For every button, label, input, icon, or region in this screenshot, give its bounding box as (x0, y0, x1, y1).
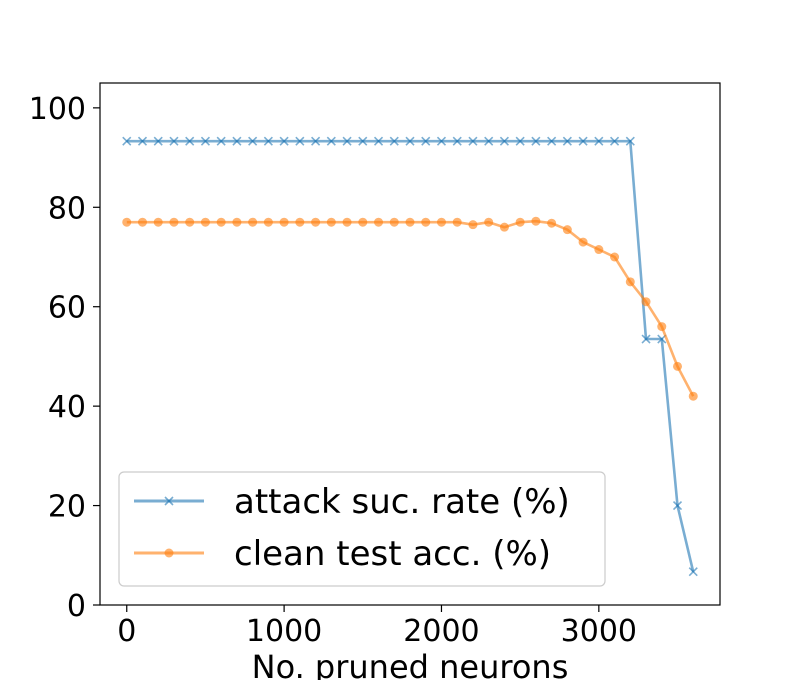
data-point (625, 136, 635, 146)
data-point (641, 297, 651, 307)
legend-label-attack: attack suc. rate (%) (234, 482, 570, 522)
y-tick-label: 0 (67, 589, 86, 624)
data-point (436, 217, 446, 227)
data-point (389, 217, 399, 227)
data-point (137, 136, 148, 146)
data-point (248, 217, 258, 227)
data-point (594, 245, 604, 255)
data-point (484, 136, 494, 146)
data-point (657, 322, 667, 332)
data-point (342, 217, 352, 227)
data-point (153, 136, 163, 146)
series-1 (122, 216, 698, 401)
data-point (625, 277, 635, 287)
data-point (531, 216, 541, 226)
x-tick-label: 0 (117, 614, 136, 649)
data-point (200, 136, 210, 146)
data-point (405, 136, 415, 146)
data-point (279, 136, 289, 146)
y-tick-label: 80 (48, 191, 86, 226)
series-layer (122, 136, 698, 577)
data-point (436, 136, 447, 146)
data-point (499, 136, 509, 146)
data-point (137, 217, 147, 227)
data-point (405, 217, 415, 227)
data-point (688, 391, 698, 401)
data-point (326, 136, 336, 146)
data-point (342, 136, 352, 146)
data-point (389, 136, 399, 146)
data-point (373, 136, 384, 146)
legend-marker-attack (164, 496, 174, 506)
data-point (531, 136, 541, 146)
data-point (547, 136, 557, 146)
x-tick-label: 1000 (246, 614, 322, 649)
legend-marker (164, 496, 174, 506)
data-point (547, 218, 557, 228)
legend-marker-clean (164, 548, 174, 558)
data-point (311, 136, 321, 146)
series-line (126, 219, 695, 397)
data-point (484, 217, 494, 227)
data-point (295, 136, 305, 146)
data-point (232, 217, 242, 227)
data-point (232, 136, 242, 146)
y-tick-label: 20 (48, 490, 86, 525)
data-point (610, 252, 620, 262)
axis-ticks: 0 1000 2000 3000 0 20 40 60 80 100 (29, 92, 637, 649)
data-point (248, 136, 258, 146)
data-point (263, 136, 273, 146)
data-point (673, 361, 683, 371)
data-point (515, 217, 525, 227)
data-point (421, 217, 431, 227)
x-axis-title: No. pruned neurons (252, 648, 569, 680)
data-point (185, 217, 195, 227)
data-point (153, 217, 163, 227)
x-tick-label: 3000 (561, 614, 637, 649)
data-point (515, 136, 525, 146)
data-point (672, 501, 683, 511)
data-point (610, 136, 620, 146)
data-point (185, 136, 195, 146)
data-point (594, 136, 604, 146)
data-point (263, 217, 273, 227)
data-point (216, 136, 226, 146)
y-tick-label: 100 (29, 92, 86, 127)
data-point (452, 136, 462, 146)
legend-marker (164, 548, 174, 558)
data-point (641, 334, 651, 344)
data-point (358, 136, 368, 146)
data-point (279, 217, 289, 227)
legend-box (118, 471, 606, 587)
plot-frame (99, 82, 721, 606)
data-point (562, 136, 572, 146)
data-point (358, 217, 368, 227)
data-point (468, 220, 478, 230)
data-point (578, 237, 588, 247)
data-point (468, 136, 478, 146)
data-point (452, 217, 462, 227)
data-point (200, 217, 210, 227)
data-point (122, 217, 132, 227)
data-point (326, 217, 336, 227)
y-tick-label: 60 (48, 291, 86, 326)
data-point (122, 136, 132, 146)
series-0 (122, 136, 698, 577)
data-point (499, 222, 509, 232)
data-point (169, 217, 179, 227)
data-point (216, 217, 226, 227)
y-tick-label: 40 (48, 390, 86, 425)
data-point (688, 567, 698, 577)
data-point (295, 217, 305, 227)
x-tick-label: 2000 (403, 614, 479, 649)
data-point (578, 136, 588, 146)
legend-label-clean: clean test acc. (%) (234, 534, 551, 574)
data-point (311, 217, 321, 227)
data-point (562, 225, 572, 235)
legend: attack suc. rate (%) clean test acc. (%) (118, 471, 606, 587)
data-point (421, 136, 431, 146)
data-point (169, 136, 179, 146)
data-point (374, 217, 384, 227)
